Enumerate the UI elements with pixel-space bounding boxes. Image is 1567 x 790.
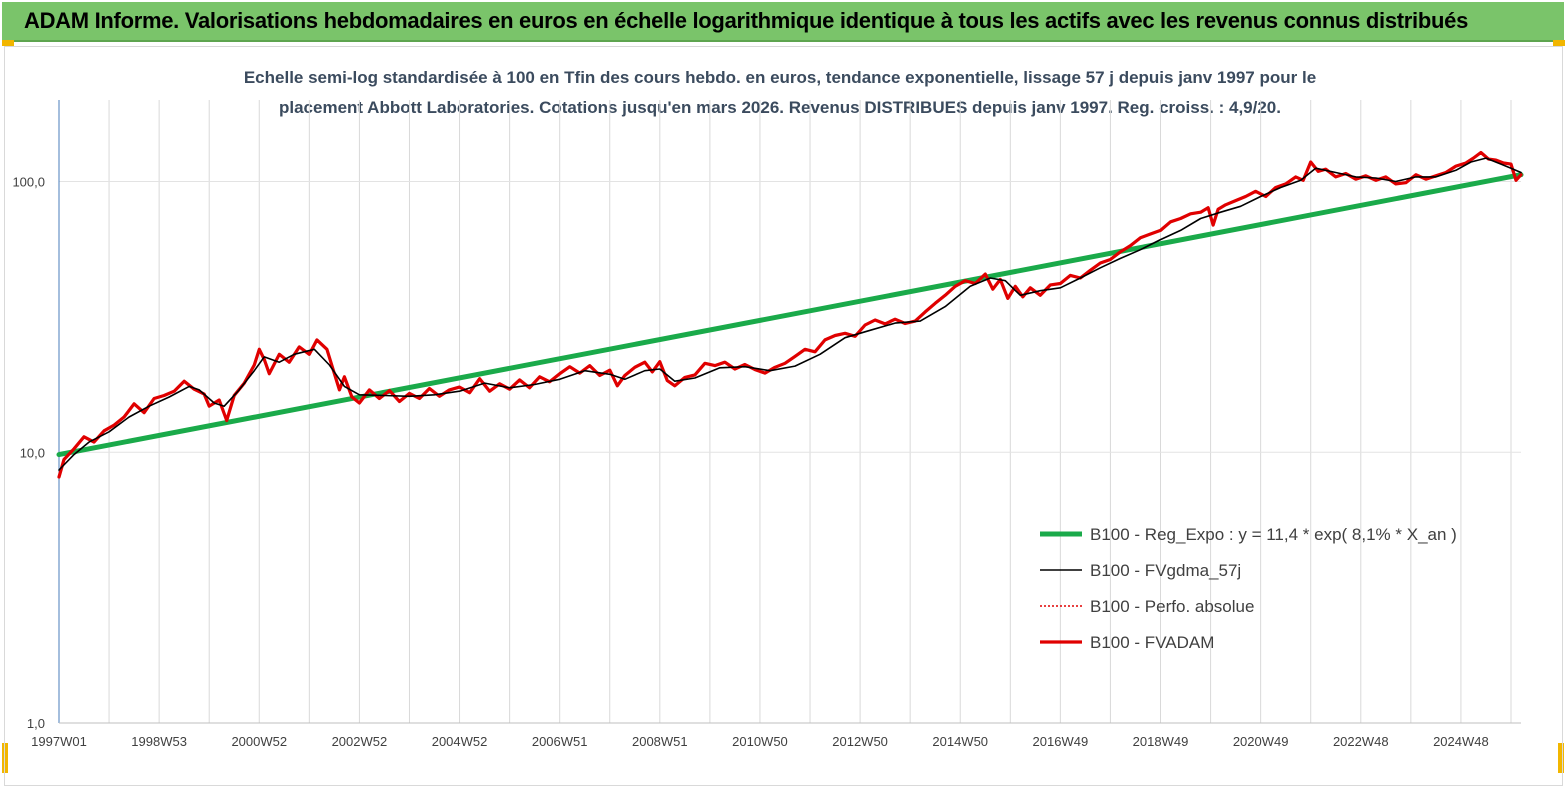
x-tick-label: 2022W48: [1333, 734, 1389, 749]
x-tick-label: 2010W50: [732, 734, 788, 749]
corner-marker-top-right: [1553, 40, 1565, 46]
legend-label: B100 - Perfo. absolue: [1090, 597, 1254, 616]
corner-marker-bottom-left: [2, 743, 8, 773]
series-line-0: [56, 172, 1524, 458]
x-tick-label: 1998W53: [131, 734, 187, 749]
x-tick-label: 2018W49: [1133, 734, 1189, 749]
x-tick-label: 2006W51: [532, 734, 588, 749]
chart-frame: [4, 46, 1563, 786]
x-tick-label: 2004W52: [432, 734, 488, 749]
x-tick-label: 2020W49: [1233, 734, 1289, 749]
chart-subtitle: placement Abbott Laboratories. Cotations…: [279, 98, 1281, 117]
y-tick-label: 100,0: [12, 175, 45, 190]
legend-label: B100 - FVgdma_57j: [1090, 561, 1241, 580]
legend-label: B100 - Reg_Expo : y = 11,4 * exp( 8,1% *…: [1090, 525, 1457, 544]
chart-grid: [59, 100, 1521, 723]
x-tick-label: 2002W52: [332, 734, 388, 749]
x-tick-label: 2012W50: [832, 734, 888, 749]
chart-title: Echelle semi-log standardisée à 100 en T…: [243, 68, 1317, 87]
chart-series: [56, 150, 1524, 479]
report-banner: ADAM Informe. Valorisations hebdomadaire…: [2, 2, 1564, 42]
x-tick-label: 2014W50: [932, 734, 988, 749]
legend-label: B100 - FVADAM: [1090, 633, 1214, 652]
x-tick-label: 1997W01: [31, 734, 87, 749]
x-tick-label: 2000W52: [231, 734, 287, 749]
series-line-1: [58, 157, 1522, 471]
y-tick-label: 10,0: [20, 445, 45, 460]
chart-ticks: 1,0 10,0 100,0 1997W01 1998W53 2000W52 2002W52…: [12, 175, 1488, 749]
chart-legend: B100 - Reg_Expo : y = 11,4 * exp( 8,1% *…: [1040, 525, 1457, 652]
y-tick-label: 1,0: [27, 716, 45, 731]
x-tick-label: 2016W49: [1033, 734, 1089, 749]
report-title: ADAM Informe. Valorisations hebdomadaire…: [24, 8, 1469, 33]
corner-marker-top-left: [2, 40, 14, 46]
chart-axes: [58, 100, 1521, 724]
corner-marker-bottom-right: [1558, 743, 1564, 773]
x-tick-label: 2024W48: [1433, 734, 1489, 749]
x-tick-label: 2008W51: [632, 734, 688, 749]
